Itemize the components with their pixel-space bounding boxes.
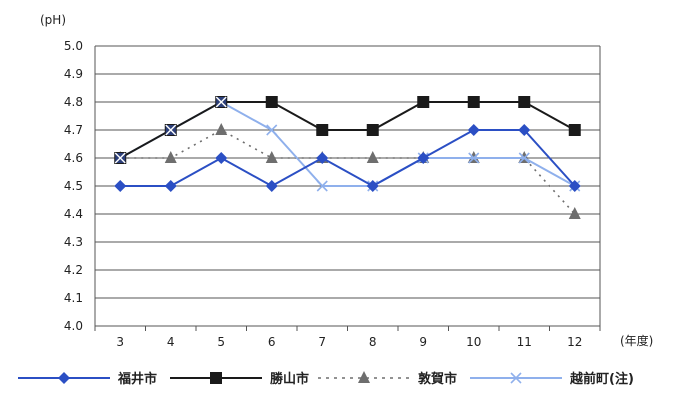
data-point [568,207,581,219]
series-1 [114,124,581,192]
x-tick-label: 4 [167,335,175,349]
data-point [366,124,379,136]
data-point [568,124,581,136]
data-point [316,180,328,192]
y-tick-label: 4.1 [64,291,83,305]
data-point [467,96,480,108]
data-point [518,152,530,164]
y-tick-label: 4.4 [64,207,83,221]
x-tick-label: 5 [217,335,225,349]
data-point [316,124,329,136]
x-tick-label: 10 [466,335,481,349]
legend-item: 福井市 [18,371,157,387]
data-point [164,180,177,192]
data-point [265,180,278,192]
x-tick-label: 7 [318,335,326,349]
y-tick-label: 4.0 [64,319,83,333]
data-point [417,152,430,164]
legend-item: 勝山市 [170,371,309,387]
x-tick-label: 9 [419,335,427,349]
legend-label: 福井市 [117,371,157,387]
data-point [417,96,430,108]
data-point [366,180,379,192]
data-point [568,180,581,192]
legend-marker [510,372,522,384]
data-point [165,124,177,136]
series-lines [114,96,581,219]
legend: 福井市 勝山市 敦賀市 越前町(注) [18,371,634,387]
legend-marker [358,371,370,383]
y-tick-label: 4.7 [64,123,83,137]
y-tick-labels: 5.0 4.9 4.8 4.7 4.6 4.5 4.4 4.3 4.2 4.1 4.0 [64,39,83,333]
y-tick-label: 4.5 [64,179,83,193]
series-line [119,101,576,159]
overlap-marks [114,96,227,164]
data-point [468,152,480,164]
data-point [114,180,127,192]
legend-label: 勝山市 [270,371,309,387]
data-point [266,124,278,136]
data-point [215,96,227,108]
x-tick-label: 6 [268,335,276,349]
data-point [215,152,228,164]
x-tick-label: 12 [567,335,582,349]
y-tick-label: 5.0 [64,39,83,53]
series-4 [114,96,581,192]
data-point [467,124,480,136]
legend-item: 敦賀市 [318,371,457,387]
x-tick-label: 3 [116,335,124,349]
data-point [164,151,177,163]
y-tick-label: 4.9 [64,67,83,81]
legend-marker [210,372,222,384]
data-point [265,96,278,108]
x-tick-label: 11 [517,335,532,349]
y-tick-label: 4.2 [64,263,83,277]
data-point [215,123,228,135]
x-axis-label: (年度) [620,333,653,348]
y-tick-label: 4.8 [64,95,83,109]
legend-label: 越前町(注) [569,371,634,387]
data-point [114,152,126,164]
data-point [518,96,531,108]
y-axis-label: (pH) [40,13,66,27]
data-point [316,152,329,164]
x-tick-label: 8 [369,335,377,349]
legend-marker [58,372,70,384]
series-line [119,100,576,187]
x-tick-labels: 3 4 5 6 7 8 9 10 11 12 [116,335,582,349]
legend-label: 敦賀市 [418,371,457,387]
data-point [265,151,278,163]
y-tick-label: 4.3 [64,235,83,249]
data-point [518,124,531,136]
data-point [366,151,379,163]
legend-item: 越前町(注) [470,371,634,387]
y-tick-label: 4.6 [64,151,83,165]
series-line [120,129,576,188]
